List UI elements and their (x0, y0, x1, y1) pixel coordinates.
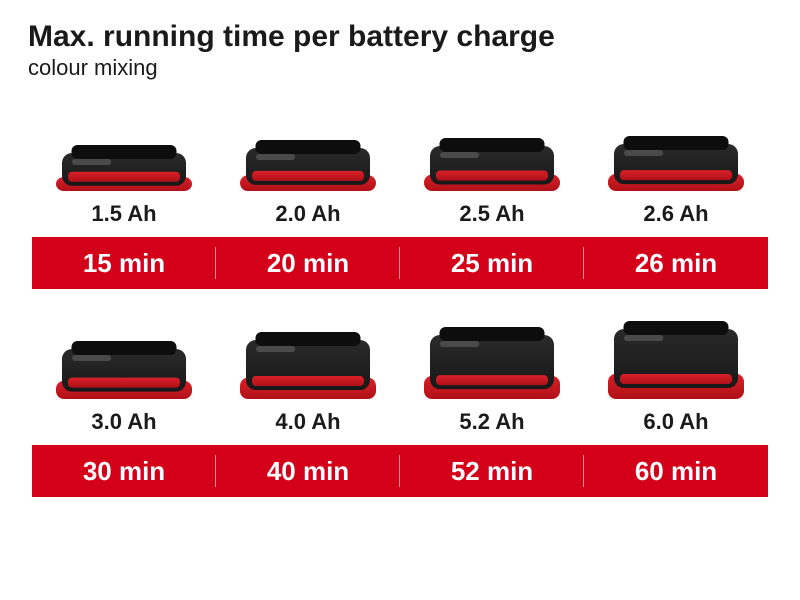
battery-cell: 5.2 Ah (400, 307, 584, 435)
battery-cell: 4.0 Ah (216, 307, 400, 435)
battery-capacity-label: 1.5 Ah (91, 201, 156, 227)
battery-capacity-label: 3.0 Ah (91, 409, 156, 435)
time-value: 40 min (216, 445, 400, 497)
battery-cell: 3.0 Ah (32, 307, 216, 435)
battery-capacity-label: 5.2 Ah (459, 409, 524, 435)
battery-icon (606, 134, 746, 193)
battery-cell: 6.0 Ah (584, 307, 768, 435)
time-value: 25 min (400, 237, 584, 289)
battery-cell: 2.5 Ah (400, 99, 584, 227)
battery-row-2: 3.0 Ah 4.0 Ah (28, 307, 772, 497)
battery-grid: 1.5 Ah 2.0 Ah (28, 99, 772, 227)
battery-cell: 2.0 Ah (216, 99, 400, 227)
time-bar: 15 min 20 min 25 min 26 min (32, 237, 768, 289)
page-subtitle: colour mixing (28, 55, 772, 81)
battery-capacity-label: 6.0 Ah (643, 409, 708, 435)
battery-cell: 2.6 Ah (584, 99, 768, 227)
battery-capacity-label: 2.6 Ah (643, 201, 708, 227)
page-title: Max. running time per battery charge (28, 20, 772, 53)
battery-cell: 1.5 Ah (32, 99, 216, 227)
battery-row-1: 1.5 Ah 2.0 Ah (28, 99, 772, 289)
battery-capacity-label: 2.5 Ah (459, 201, 524, 227)
time-value: 30 min (32, 445, 216, 497)
battery-icon (238, 330, 378, 401)
battery-icon (606, 319, 746, 401)
battery-icon (238, 138, 378, 193)
battery-icon (54, 339, 194, 401)
battery-capacity-label: 4.0 Ah (275, 409, 340, 435)
battery-icon (54, 143, 194, 193)
time-value: 15 min (32, 237, 216, 289)
infographic-container: Max. running time per battery charge col… (0, 0, 800, 497)
time-value: 26 min (584, 237, 768, 289)
time-value: 20 min (216, 237, 400, 289)
battery-grid: 3.0 Ah 4.0 Ah (28, 307, 772, 435)
time-value: 60 min (584, 445, 768, 497)
time-bar: 30 min 40 min 52 min 60 min (32, 445, 768, 497)
battery-icon (422, 136, 562, 193)
battery-icon (422, 325, 562, 401)
time-value: 52 min (400, 445, 584, 497)
battery-capacity-label: 2.0 Ah (275, 201, 340, 227)
